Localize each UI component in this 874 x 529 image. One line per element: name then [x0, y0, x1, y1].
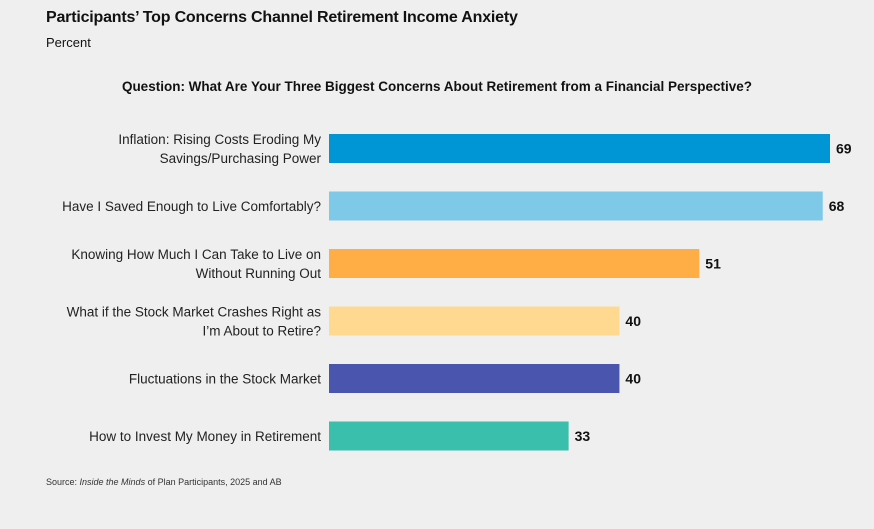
bar-value-label-3: 40 [625, 313, 641, 329]
bar-1 [329, 191, 823, 221]
bar-4 [329, 364, 620, 393]
source-note: Source: Inside the Minds of Plan Partici… [46, 477, 282, 487]
bar-0 [329, 134, 830, 163]
category-label-1-line-0: Have I Saved Enough to Live Comfortably? [62, 199, 321, 214]
category-label-4-line-0: Fluctuations in the Stock Market [129, 372, 321, 387]
category-label-2-line-0: Knowing How Much I Can Take to Live on [71, 247, 321, 262]
category-label-0-line-1: Savings/Purchasing Power [160, 151, 322, 166]
bar-2 [329, 249, 700, 278]
chart-title: Participants’ Top Concerns Channel Retir… [46, 9, 518, 26]
category-label-3-line-1: I’m About to Retire? [202, 324, 321, 339]
category-label-2-line-1: Without Running Out [196, 266, 322, 281]
bar-3 [329, 306, 620, 336]
category-label-3-line-0: What if the Stock Market Crashes Right a… [67, 305, 322, 320]
bar-5 [329, 421, 569, 451]
chart-subtitle: Percent [46, 35, 91, 50]
source-prefix: Source: [46, 477, 80, 487]
source-title: Inside the Minds [79, 477, 146, 487]
bar-value-label-1: 68 [829, 198, 845, 214]
source-suffix: of Plan Participants, 2025 and AB [145, 477, 282, 487]
category-label-5-line-0: How to Invest My Money in Retirement [89, 429, 321, 444]
category-label-0-line-0: Inflation: Rising Costs Eroding My [118, 132, 321, 147]
bar-value-label-0: 69 [836, 141, 852, 157]
bar-value-label-2: 51 [705, 256, 721, 272]
bar-value-label-5: 33 [575, 428, 591, 444]
bar-value-label-4: 40 [625, 371, 641, 387]
survey-question: Question: What Are Your Three Biggest Co… [121, 79, 753, 94]
